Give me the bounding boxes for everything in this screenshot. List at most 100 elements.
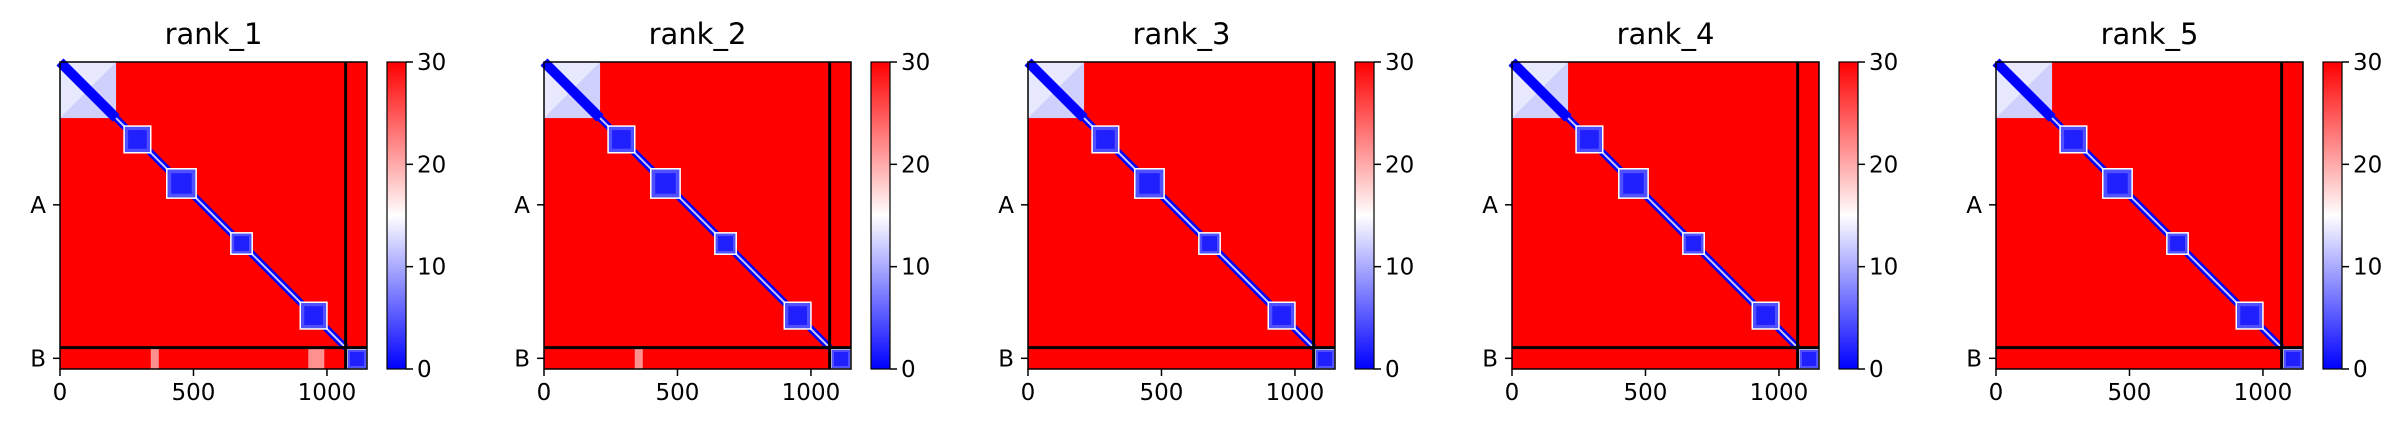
y-chain-label: B xyxy=(1966,346,1982,372)
x-tick-label: 500 xyxy=(2108,380,2152,406)
colorbar-tick-label: 20 xyxy=(901,152,930,178)
colorbar-tick-label: 20 xyxy=(2353,152,2382,178)
heatmap-block-core xyxy=(1139,173,1160,194)
heatmap-block-core xyxy=(1096,130,1115,149)
heatmap-block-core xyxy=(2107,173,2128,194)
colorbar xyxy=(1838,61,1859,370)
heatmap-block-core xyxy=(56,58,120,122)
colorbar-tick-label: 10 xyxy=(901,255,930,281)
heatmap-block-core xyxy=(1580,130,1599,149)
x-tick-label: 1000 xyxy=(2234,380,2293,406)
colorbar-tick-label: 10 xyxy=(2353,255,2382,281)
heatmap-block-core xyxy=(1992,58,2056,122)
heatmap-block-core xyxy=(655,173,676,194)
panel-title: rank_5 xyxy=(2101,17,2199,51)
colorbar xyxy=(1354,61,1375,370)
y-chain-label: A xyxy=(998,193,1014,219)
x-tick-label: 1000 xyxy=(782,380,841,406)
colorbar-tick-label: 0 xyxy=(2353,357,2368,383)
panel-title: rank_4 xyxy=(1617,17,1715,51)
x-tick-label: 1000 xyxy=(298,380,357,406)
colorbar-tick-label: 10 xyxy=(417,255,446,281)
x-tick-label: 0 xyxy=(1505,380,1520,406)
y-chain-label: B xyxy=(998,346,1014,372)
y-chain-label: A xyxy=(1966,193,1982,219)
panel-title: rank_2 xyxy=(649,17,747,51)
y-chain-label: B xyxy=(514,346,530,372)
y-chain-label: A xyxy=(514,193,530,219)
heatmap-block-core xyxy=(1801,351,1816,366)
heatmap-block-core xyxy=(128,130,147,149)
heatmap-block-core xyxy=(833,351,848,366)
x-tick-label: 500 xyxy=(1140,380,1184,406)
colorbar-tick-label: 10 xyxy=(1869,255,1898,281)
colorbar-tick-label: 0 xyxy=(1385,357,1400,383)
x-tick-label: 500 xyxy=(172,380,216,406)
colorbar-tick-label: 0 xyxy=(901,357,916,383)
colorbar xyxy=(2322,61,2343,370)
heatmap-block-core xyxy=(540,58,604,122)
heatmap-block-core xyxy=(2170,236,2186,252)
heatmap-block-core xyxy=(1756,306,1775,325)
panel-frame xyxy=(59,61,368,370)
heatmap-block-core xyxy=(234,236,250,252)
heatmap-stripe xyxy=(634,347,643,369)
x-tick-label: 1000 xyxy=(1266,380,1325,406)
heatmap-block-core xyxy=(2240,306,2259,325)
heatmap-block-core xyxy=(2285,351,2300,366)
heatmap-block-core xyxy=(2064,130,2083,149)
heatmap-block-core xyxy=(1686,236,1702,252)
heatmap-block-core xyxy=(1202,236,1218,252)
colorbar-tick-label: 30 xyxy=(2353,50,2382,76)
panel-frame xyxy=(1511,61,1820,370)
heatmap-block-core xyxy=(1272,306,1291,325)
colorbar xyxy=(870,61,891,370)
panel-frame xyxy=(1995,61,2304,370)
colorbar-tick-label: 30 xyxy=(1869,50,1898,76)
panel-title: rank_3 xyxy=(1133,17,1231,51)
x-tick-label: 0 xyxy=(1989,380,2004,406)
x-tick-label: 0 xyxy=(537,380,552,406)
heatmap-stripe xyxy=(308,347,325,369)
colorbar-tick-label: 20 xyxy=(1385,152,1414,178)
heatmap-block-core xyxy=(304,306,323,325)
x-tick-label: 1000 xyxy=(1750,380,1809,406)
y-chain-label: B xyxy=(1482,346,1498,372)
x-tick-label: 500 xyxy=(656,380,700,406)
y-chain-label: B xyxy=(30,346,46,372)
heatmap-block-core xyxy=(349,351,364,366)
heatmap-block-core xyxy=(1317,351,1332,366)
panel-title: rank_1 xyxy=(165,17,263,51)
heatmap-block-core xyxy=(1024,58,1088,122)
x-tick-label: 0 xyxy=(53,380,68,406)
heatmap-block-core xyxy=(612,130,631,149)
heatmap-block-core xyxy=(171,173,192,194)
colorbar-tick-label: 0 xyxy=(1869,357,1884,383)
panel-frame xyxy=(543,61,852,370)
colorbar-tick-label: 30 xyxy=(901,50,930,76)
colorbar-tick-label: 20 xyxy=(417,152,446,178)
colorbar-tick-label: 30 xyxy=(417,50,446,76)
x-tick-label: 500 xyxy=(1624,380,1668,406)
colorbar-tick-label: 20 xyxy=(1869,152,1898,178)
heatmap-block-core xyxy=(1508,58,1572,122)
y-chain-label: A xyxy=(30,193,46,219)
colorbar-tick-label: 0 xyxy=(417,357,432,383)
colorbar-tick-label: 10 xyxy=(1385,255,1414,281)
heatmap-stripe xyxy=(150,347,159,369)
panel-frame xyxy=(1027,61,1336,370)
colorbar xyxy=(386,61,407,370)
colorbar-tick-label: 30 xyxy=(1385,50,1414,76)
heatmap-block-core xyxy=(718,236,734,252)
y-chain-label: A xyxy=(1482,193,1498,219)
heatmap-block-core xyxy=(1623,173,1644,194)
heatmap-block-core xyxy=(788,306,807,325)
x-tick-label: 0 xyxy=(1021,380,1036,406)
